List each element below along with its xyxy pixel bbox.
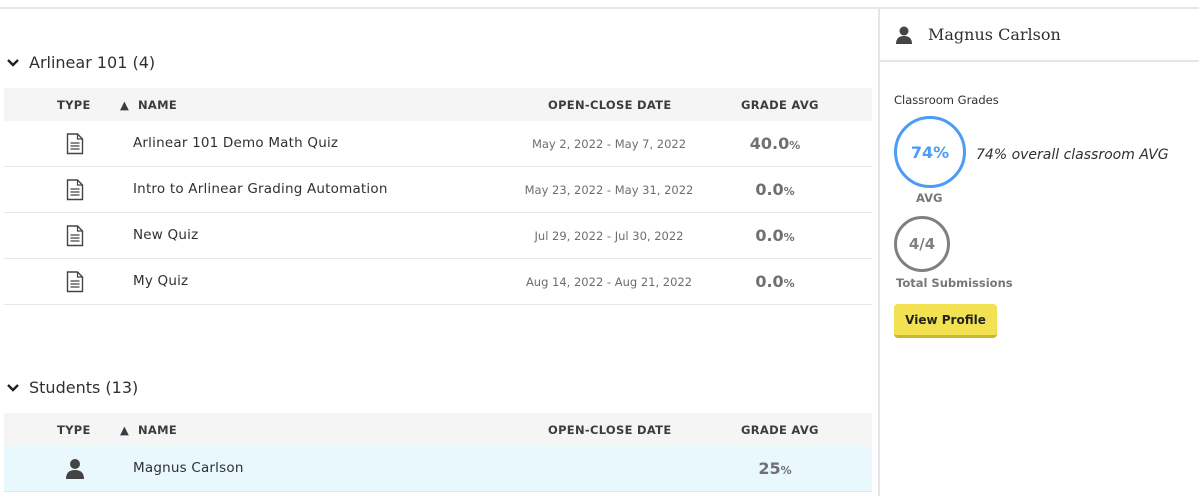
section-toggle[interactable]: Arlinear 101 (4) — [6, 53, 155, 72]
grade-unit: % — [780, 464, 792, 477]
row-date: Aug 14, 2022 - Aug 21, 2022 — [525, 275, 693, 289]
table-row[interactable]: Magnus Carlson 25% — [4, 446, 872, 492]
row-name[interactable]: My Quiz — [133, 273, 189, 289]
row-name[interactable]: Arlinear 101 Demo Math Quiz — [133, 135, 339, 151]
document-icon — [66, 133, 84, 155]
row-name[interactable]: New Quiz — [133, 227, 199, 243]
row-date: Jul 29, 2022 - Jul 30, 2022 — [534, 229, 684, 243]
document-icon — [66, 225, 84, 247]
column-grade[interactable]: GRADE AVG — [741, 423, 819, 437]
row-date: May 2, 2022 - May 7, 2022 — [531, 137, 687, 151]
column-date[interactable]: OPEN-CLOSE DATE — [548, 98, 672, 112]
chevron-down-icon — [7, 58, 19, 67]
column-type[interactable]: TYPE — [57, 423, 91, 437]
row-grade: 40.0% — [704, 134, 846, 153]
grade-unit: % — [783, 185, 795, 198]
document-icon — [66, 179, 84, 201]
main-list: Arlinear 101 (4) TYPE ▲ NAME OPEN-CLOSE … — [0, 9, 878, 496]
submissions-label: Total Submissions — [896, 276, 1013, 290]
table-row[interactable]: New Quiz Jul 29, 2022 - Jul 30, 2022 0.0… — [4, 213, 872, 259]
document-icon — [66, 271, 84, 293]
user-icon — [66, 458, 84, 480]
avg-circle: 74% — [894, 116, 966, 188]
section-toggle[interactable]: Students (13) — [6, 378, 138, 397]
sort-asc-icon[interactable]: ▲ — [120, 423, 130, 437]
table-row[interactable]: Intro to Arlinear Grading Automation May… — [4, 167, 872, 213]
section-title: Students (13) — [29, 378, 139, 397]
classroom-grades-label: Classroom Grades — [894, 93, 999, 107]
grade-value: 0.0 — [755, 180, 784, 199]
user-icon — [896, 26, 912, 44]
avg-label: AVG — [916, 191, 943, 205]
panel-header: Magnus Carlson — [880, 9, 1199, 62]
row-grade: 0.0% — [704, 226, 846, 245]
row-name[interactable]: Magnus Carlson — [133, 460, 244, 476]
avg-description: 74% overall classroom AVG — [976, 147, 1169, 163]
row-grade: 25% — [704, 459, 846, 478]
top-divider — [0, 7, 1199, 9]
table-header: TYPE ▲ NAME OPEN-CLOSE DATE GRADE AVG — [4, 413, 872, 446]
table-row[interactable]: Arlinear 101 Demo Math Quiz May 2, 2022 … — [4, 121, 872, 167]
column-grade[interactable]: GRADE AVG — [741, 98, 819, 112]
sort-asc-icon[interactable]: ▲ — [120, 98, 130, 112]
grade-unit: % — [783, 277, 795, 290]
grade-value: 25 — [758, 459, 781, 478]
submissions-circle: 4/4 — [894, 216, 950, 272]
table-row[interactable]: My Quiz Aug 14, 2022 - Aug 21, 2022 0.0% — [4, 259, 872, 305]
chevron-down-icon — [7, 383, 19, 392]
column-type[interactable]: TYPE — [57, 98, 91, 112]
section-title: Arlinear 101 (4) — [29, 53, 156, 72]
grade-unit: % — [789, 139, 801, 152]
column-name[interactable]: NAME — [138, 98, 178, 112]
table-header: TYPE ▲ NAME OPEN-CLOSE DATE GRADE AVG — [4, 88, 872, 121]
row-grade: 0.0% — [704, 272, 846, 291]
row-date: May 23, 2022 - May 31, 2022 — [524, 183, 694, 197]
panel-student-name: Magnus Carlson — [928, 25, 1061, 44]
grade-value: 0.0 — [755, 226, 784, 245]
row-grade: 0.0% — [704, 180, 846, 199]
detail-panel: Magnus Carlson Classroom Grades 74% 74% … — [878, 9, 1199, 496]
row-name[interactable]: Intro to Arlinear Grading Automation — [133, 181, 388, 197]
column-name[interactable]: NAME — [138, 423, 178, 437]
grade-unit: % — [783, 231, 795, 244]
column-date[interactable]: OPEN-CLOSE DATE — [548, 423, 672, 437]
grade-value: 40.0 — [749, 134, 790, 153]
view-profile-button[interactable]: View Profile — [894, 304, 997, 338]
grade-value: 0.0 — [755, 272, 784, 291]
